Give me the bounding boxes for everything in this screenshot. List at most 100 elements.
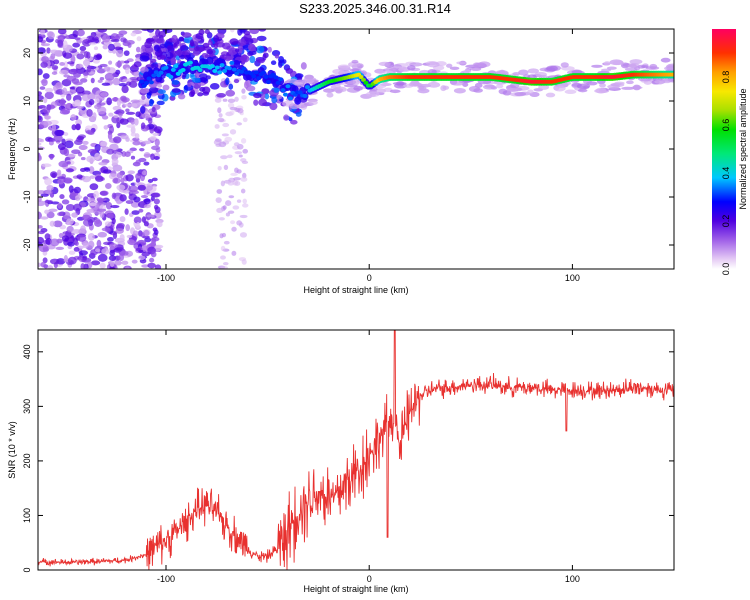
heatmap-cell [59,109,70,115]
heatmap-cell [83,51,89,58]
heatmap-cell [104,72,115,81]
heatmap-cell [110,33,119,41]
heatmap-cell [606,66,617,70]
heatmap-cell [75,123,81,131]
heatmap-cell [97,231,107,238]
heatmap-cell [256,76,262,81]
heatmap-cell [128,185,139,193]
heatmap-cell [150,251,157,258]
heatmap-cell [194,45,200,52]
heatmap-cell [146,214,155,218]
heatmap-cell [66,75,77,82]
heatmap-cell [99,76,105,81]
heatmap-cell [583,85,590,89]
heatmap-cell [427,81,441,88]
heatmap-cell [273,75,279,80]
heatmap-cell [78,250,88,256]
heatmap-cell [145,185,153,191]
heatmap-cell [178,36,185,42]
heatmap-cell [235,108,241,113]
heatmap-cell [71,149,81,155]
heatmap-cell [156,221,163,228]
heatmap-cell [73,247,80,252]
heatmap-cell [82,71,89,76]
heatmap-cell [94,175,104,182]
heatmap-cell [57,212,64,217]
heatmap-cell [125,200,134,204]
heatmap-cell [65,203,75,212]
heatmap-cell [171,34,178,43]
heatmap-cell [54,129,64,137]
heatmap-cell [94,97,100,105]
heatmap-cell [207,40,213,46]
heatmap-cell [38,115,43,123]
heatmap-cell [41,78,48,87]
heatmap-cell [143,221,149,227]
spectrogram-y-axis-label: Frequency (Hz) [7,118,17,180]
heatmap-cell [670,72,674,77]
heatmap-cell [231,250,237,256]
heatmap-cell [41,163,52,168]
heatmap-cell [118,254,125,261]
heatmap-cell [302,93,308,98]
heatmap-cell [73,71,81,78]
heatmap-cell [231,67,237,72]
heatmap-cell [108,125,115,134]
spectrogram-y-tick-label: -10 [22,190,32,203]
heatmap-cell [111,217,116,225]
heatmap-cell [44,199,53,204]
heatmap-cell [239,29,246,34]
heatmap-cell [50,171,58,178]
heatmap-cell [478,61,491,68]
heatmap-cell [74,196,81,201]
colorbar-tick-label: 0.2 [721,215,731,228]
heatmap-cell [130,200,140,208]
heatmap-cell [236,169,242,174]
colorbar-label: Normalized spectral amplitude [738,88,748,209]
heatmap-cell [162,84,170,91]
heatmap-cell [143,204,151,209]
heatmap-cell [171,88,181,93]
heatmap-cell [241,88,246,94]
heatmap-cell [73,81,83,86]
heatmap-cell [240,137,247,144]
heatmap-cell [109,261,115,268]
heatmap-cell [151,106,156,112]
heatmap-cell [143,161,150,166]
heatmap-cell [139,147,145,152]
heatmap-cell [242,148,249,154]
heatmap-cell [49,220,56,227]
heatmap-cell [292,81,304,85]
heatmap-cell [75,64,83,69]
heatmap-cell [170,67,176,72]
heatmap-cell [239,214,248,219]
snr-y-tick-label: 400 [22,344,32,359]
heatmap-cell [63,132,69,136]
snr-x-tick-label: -100 [157,574,175,584]
heatmap-cell [58,160,69,168]
heatmap-cell [108,255,117,262]
heatmap-cell [153,44,160,52]
heatmap-cell [121,151,127,157]
heatmap-cell [271,96,278,104]
heatmap-cell [177,93,186,100]
heatmap-cell [218,217,225,221]
heatmap-cell [66,218,74,226]
heatmap-cell [222,122,230,128]
heatmap-cell [200,76,207,83]
heatmap-cell [229,38,239,46]
heatmap-cell [140,122,146,130]
heatmap-cell [127,239,135,245]
heatmap-cell [109,249,115,257]
heatmap-cell [152,227,158,232]
heatmap-cell [166,52,174,59]
heatmap-cell [44,115,52,120]
heatmap-cell [237,39,247,47]
heatmap-cell [40,43,51,47]
heatmap-cell [627,64,637,69]
heatmap-cell [262,52,269,59]
heatmap-cell [135,159,142,164]
heatmap-cell [86,155,96,163]
heatmap-cell [614,81,625,85]
